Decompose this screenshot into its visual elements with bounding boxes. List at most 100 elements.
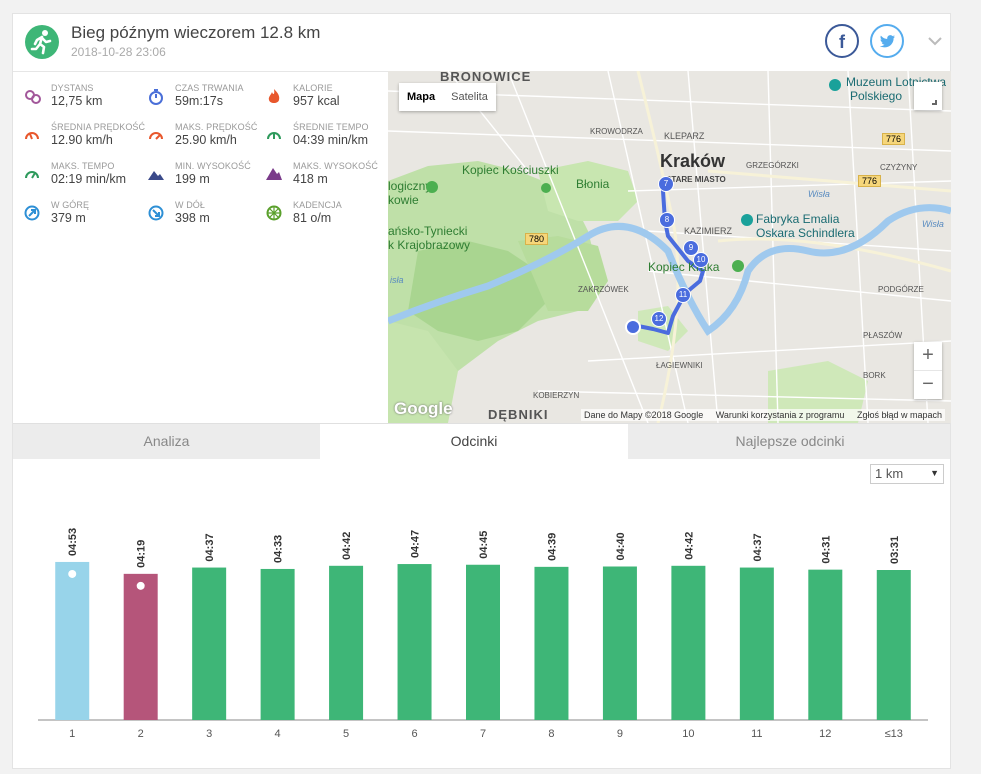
map-type-map[interactable]: Mapa [407,91,436,103]
zoom-out-button[interactable]: − [914,370,942,399]
splits-chart-svg: 04:53 1 04:19 2 04:37 3 04:33 4 04:42 5 04:47 6 04:4… [38,528,928,740]
split-value-label: 04:37 [752,533,764,561]
stat-speedometer: ŚREDNIA PRĘDKOŚĆ 12.90 km/h [13,122,145,156]
route-km-marker[interactable]: 7 [658,176,674,192]
map-label-fabryka-2: Oskara Schindlera [756,226,855,240]
stat-label: W DÓŁ [175,200,206,210]
split-bar[interactable] [466,564,500,720]
stat-distance: DYSTANS 12,75 km [13,83,133,117]
split-distance-value: 1 km [875,466,904,481]
fullscreen-button[interactable] [914,82,942,110]
map-label-wisla-1: Wisła [808,189,830,199]
stats-panel: DYSTANS 12,75 km CZAS TRWANIA 59m:17s KALORI… [13,71,388,423]
split-bar[interactable] [260,568,295,720]
speedometer-icon [25,132,39,140]
stat-pace: ŚREDNIE TEMPO 04:39 min/km [255,122,375,156]
tab-najlepsze-odcinki[interactable]: Najlepsze odcinki [735,433,845,449]
google-logo: Google [394,399,453,418]
route-km-marker[interactable]: 9 [683,240,699,256]
route-km-marker[interactable]: 12 [651,311,667,327]
stat-stopwatch: CZAS TRWANIA 59m:17s [137,83,257,117]
activity-card: Bieg późnym wieczorem 12.8 km 2018-10-28… [12,13,951,769]
road-776-badge-2: 776 [858,175,882,187]
stat-label: KADENCJA [293,200,342,210]
route-map[interactable]: BRONOWICE Kraków STARE MIASTO KLEPARZ KR… [388,71,951,423]
split-bar[interactable] [671,565,706,720]
speedometer-max-icon [149,132,163,140]
map-label-blonia: Błonia [576,177,610,191]
facebook-share-button[interactable]: f [825,24,859,58]
splits-chart: 04:53 1 04:19 2 04:37 3 04:33 4 04:42 5 04:47 6 04:4… [13,489,951,769]
split-bar[interactable] [192,567,227,720]
map-type-satellite[interactable]: Satelita [451,91,488,103]
route-km-marker[interactable]: 11 [675,287,691,303]
map-label-czyzyny: CZYŻYNY [880,163,918,172]
stat-arrow-up: W GÓRĘ 379 m [13,200,133,234]
split-bar[interactable] [534,566,569,720]
map-label-zoo-2: kowie [388,193,419,207]
activity-date: 2018-10-28 23:06 [71,45,166,59]
twitter-icon [879,35,895,48]
tab-odcinki[interactable]: Odcinki [320,424,628,459]
stat-mountain-low: MIN. WYSOKOŚĆ 199 m [137,161,257,195]
flame-icon [268,89,280,103]
start-pin-icon [625,319,641,335]
stat-value: 02:19 min/km [51,172,127,186]
zoom-in-button[interactable]: + [922,344,934,366]
split-bar[interactable] [602,566,637,721]
zoom-control: + − [914,342,942,399]
map-label-grzegorzki: GRZEGÓRZKI [746,161,799,170]
split-value-label: 03:31 [889,536,901,564]
expand-chevron-icon[interactable] [923,29,947,53]
split-bar[interactable] [123,573,158,720]
stat-value: 59m:17s [175,94,223,108]
zoo-poi-icon [426,181,438,193]
split-value-label: 04:42 [341,532,353,560]
kopiec-kraka-poi-icon [732,260,744,272]
facebook-icon: f [839,32,846,52]
map-label-zoo-1: logiczny [388,179,432,193]
stat-label: ŚREDNIE TEMPO [293,122,369,132]
arrow-down-icon [148,205,164,221]
stat-value: 12.90 km/h [51,133,113,147]
tab-analiza[interactable]: Analiza [143,433,190,449]
split-value-label: 04:37 [204,533,216,561]
twitter-share-button[interactable] [870,24,904,58]
stat-value: 957 kcal [293,94,340,108]
split-distance-select[interactable]: 1 km ▼ [870,464,944,484]
map-terms-link[interactable]: Warunki korzystania z programu [715,410,845,420]
stat-label: MAKS. TEMPO [51,161,115,171]
map-label-kobierzyn: KOBIERZYN [533,391,580,400]
stat-value: 12,75 km [51,94,103,108]
map-type-switch: Mapa Satelita [399,83,496,111]
stopwatch-icon [149,89,163,105]
split-category-label: 1 [69,728,75,740]
stat-label: MAKS. WYSOKOŚĆ [293,161,378,171]
split-category-label: 5 [343,728,349,740]
split-bar[interactable] [808,569,843,720]
split-bar[interactable] [329,565,364,720]
map-report-link[interactable]: Zgłoś błąd w mapach [856,410,942,420]
museum-poi-icon [741,214,753,226]
stat-label: DYSTANS [51,83,94,93]
split-bar[interactable] [739,567,774,720]
split-category-label: 9 [617,728,623,740]
split-bar[interactable] [55,561,90,720]
split-bar[interactable] [876,570,911,720]
map-canvas [388,71,951,423]
activity-header: Bieg późnym wieczorem 12.8 km 2018-10-28… [13,14,950,72]
arrow-up-icon [24,205,40,221]
map-label-krowodrza: KROWODRZA [590,127,643,136]
split-category-label: 7 [480,728,486,740]
route-km-marker[interactable]: 10 [693,252,709,268]
map-label-bork: BORK [863,371,886,380]
stat-mountain-high: MAKS. WYSOKOŚĆ 418 m [255,161,378,195]
split-category-label: 4 [275,728,281,740]
map-label-bielansko-2: k Krajobrazowy [388,238,471,252]
split-bar[interactable] [397,564,432,720]
split-category-label: 10 [682,728,694,740]
mountain-high-icon [266,168,282,180]
map-label-wisla-3: isła [390,275,404,285]
map-label-kazimierz: KAZIMIERZ [684,226,733,236]
route-km-marker[interactable]: 8 [659,212,675,228]
